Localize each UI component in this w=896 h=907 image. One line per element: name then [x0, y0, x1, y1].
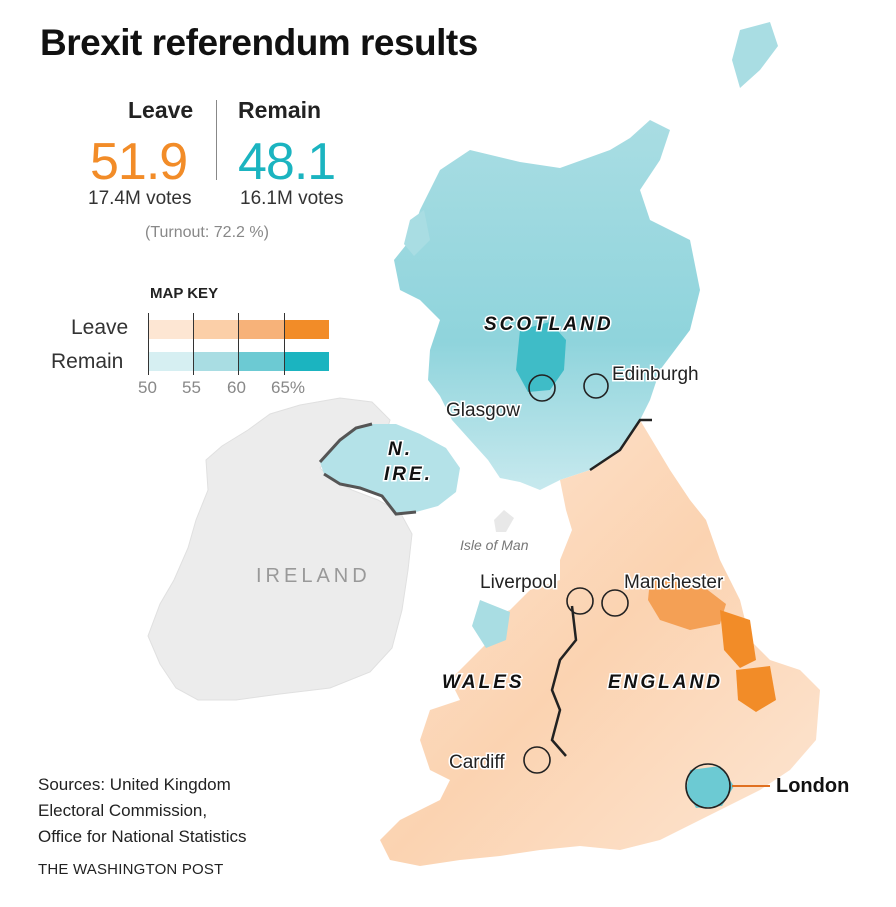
key-swatch	[283, 320, 329, 339]
label-wales: WALES	[442, 672, 525, 693]
label-manchester: Manchester	[624, 572, 724, 593]
key-tick-label: 55	[182, 378, 201, 397]
label-edinburgh: Edinburgh	[612, 364, 699, 385]
label-isle-of-man: Isle of Man	[460, 537, 529, 553]
remain-patch	[686, 766, 734, 808]
leave-hotspot	[736, 666, 776, 712]
key-swatch	[238, 352, 284, 371]
remain-votes: 16.1M votes	[240, 188, 344, 209]
isle-of-man	[494, 510, 514, 532]
key-tick	[284, 313, 285, 375]
map-key-remain-label: Remain	[51, 350, 124, 373]
label-n-ireland-2: IRE.	[384, 464, 433, 485]
remain-percentage: 48.1	[238, 133, 336, 191]
glasgow-marker	[528, 374, 556, 402]
key-tick	[193, 313, 194, 375]
map-key-leave-label: Leave	[71, 316, 129, 339]
sources-line: Electoral Commission,	[38, 801, 208, 820]
key-swatch	[283, 352, 329, 371]
label-england: ENGLAND	[608, 672, 723, 693]
page-title: Brexit referendum results	[40, 22, 478, 63]
label-glasgow: Glasgow	[446, 400, 520, 421]
scotland-dark-patch	[516, 322, 566, 392]
liverpool-marker	[566, 587, 594, 615]
label-scotland: SCOTLAND	[484, 314, 614, 335]
leave-hotspot	[720, 610, 756, 668]
scotland-england-border	[589, 418, 652, 472]
map-key-title: MAP KEY	[150, 285, 219, 302]
map-key-remain-scale	[148, 352, 329, 371]
sources-line: Office for National Statistics	[38, 827, 247, 846]
publisher-credit: THE WASHINGTON POST	[38, 861, 224, 878]
label-london: London	[776, 775, 849, 797]
key-tick-label: 50	[138, 378, 157, 397]
key-tick	[238, 313, 239, 375]
leave-votes: 17.4M votes	[88, 188, 192, 209]
remain-heading: Remain	[238, 97, 322, 123]
edinburgh-marker	[583, 373, 609, 399]
cardiff-marker	[523, 746, 551, 774]
key-tick	[148, 313, 149, 375]
turnout-text: (Turnout: 72.2 %)	[145, 224, 269, 241]
manchester-marker	[601, 589, 629, 617]
key-swatch	[193, 352, 239, 371]
sources-line: Sources: United Kingdom	[38, 775, 231, 794]
key-swatch	[238, 320, 284, 339]
label-n-ireland: N.	[388, 439, 413, 460]
key-swatch	[193, 320, 239, 339]
label-cardiff: Cardiff	[449, 752, 505, 773]
scotland-region	[394, 120, 700, 490]
label-ireland: IRELAND	[256, 565, 371, 587]
key-tick-label: 60	[227, 378, 246, 397]
wales-border	[550, 605, 578, 757]
key-swatch	[148, 352, 194, 371]
results-divider	[216, 100, 217, 180]
key-tick-label: 65%	[271, 378, 306, 397]
sources-note: Sources: United Kingdom Electoral Commis…	[38, 772, 247, 850]
key-swatch	[148, 320, 194, 339]
london-marker	[685, 763, 731, 809]
leave-percentage: 51.9	[90, 133, 188, 191]
ni-border	[318, 422, 417, 516]
scotland-islands	[404, 22, 778, 256]
england-wales-region	[380, 420, 820, 866]
northern-ireland-region	[320, 424, 460, 514]
leave-heading: Leave	[128, 97, 194, 123]
label-liverpool: Liverpool	[480, 572, 557, 593]
remain-patch	[472, 600, 510, 648]
map-key-leave-scale	[148, 320, 329, 339]
leave-hotspot	[648, 580, 726, 630]
